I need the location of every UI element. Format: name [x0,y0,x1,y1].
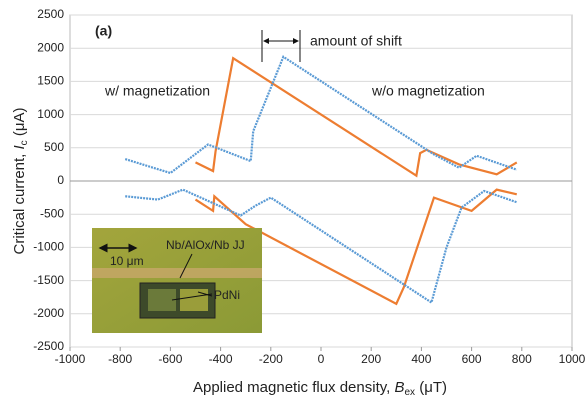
shift-bracket [261,30,301,62]
data-line [125,188,518,305]
x-tick-label: 400 [411,352,431,366]
inset-label: Nb/AlOx/Nb JJ [166,238,245,252]
y-tick-label: -1000 [33,240,64,254]
x-tick-label: -200 [259,352,283,366]
inset-label: PdNi [214,288,240,302]
annotation: w/ magnetization [104,83,210,99]
y-tick-label: 2000 [37,40,64,54]
data-line [195,56,518,178]
y-tick-label: -2000 [33,306,64,320]
x-tick-label: 600 [462,352,482,366]
x-tick-label: -1000 [55,352,86,366]
y-tick-label: 2500 [37,7,64,21]
x-tick-label: 800 [512,352,532,366]
panel-label: (a) [95,23,112,39]
x-tick-label: 200 [361,352,381,366]
y-tick-label: 500 [44,140,64,154]
x-tick-label: -600 [158,352,182,366]
y-tick-label: 1000 [37,107,64,121]
x-tick-label: 1000 [559,352,586,366]
annotation: amount of shift [310,33,402,49]
y-tick-label: 1500 [37,74,64,88]
x-tick-label: 0 [318,352,325,366]
data-line [124,55,518,175]
x-tick-label: -800 [108,352,132,366]
y-tick-label: -500 [40,206,64,220]
y-tick-label: 0 [57,173,64,187]
y-axis-label: Critical current, Ic (μA) [11,107,30,254]
y-tick-label: -1500 [33,273,64,287]
y-tick-label: -2500 [33,339,64,353]
annotation: w/o magnetization [371,83,485,99]
inset-photo [92,228,262,333]
inset-label: 10 μm [110,254,144,268]
x-tick-label: -400 [209,352,233,366]
x-axis-label: Applied magnetic flux density, Bex (μT) [193,379,447,398]
